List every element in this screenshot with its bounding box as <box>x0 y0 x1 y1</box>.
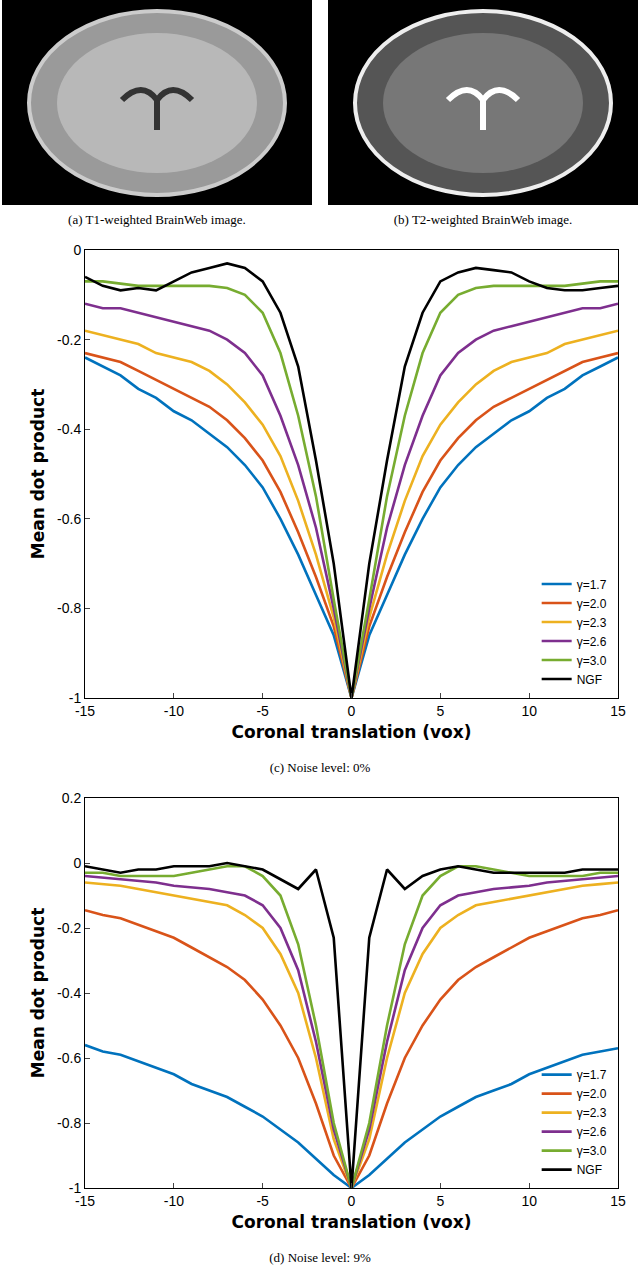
svg-text:γ=1.7: γ=1.7 <box>577 1068 607 1082</box>
svg-text:-0.4: -0.4 <box>57 421 81 437</box>
svg-text:NGF: NGF <box>577 1163 602 1177</box>
svg-text:-15: -15 <box>75 703 95 719</box>
svg-text:γ=2.3: γ=2.3 <box>577 1106 607 1120</box>
svg-text:-0.2: -0.2 <box>57 920 81 936</box>
svg-text:5: 5 <box>436 703 444 719</box>
svg-text:Mean dot product: Mean dot product <box>28 908 48 1079</box>
svg-text:γ=1.7: γ=1.7 <box>577 578 607 592</box>
svg-text:-0.6: -0.6 <box>57 1050 81 1066</box>
svg-text:-0.6: -0.6 <box>57 511 81 527</box>
html-text:(b) T2-weighted BrainWeb image: (b) T2-weighted BrainWeb image. <box>393 212 573 227</box>
svg-text:-5: -5 <box>256 1193 269 1209</box>
svg-text:-0.8: -0.8 <box>57 1115 81 1131</box>
svg-text:γ=3.0: γ=3.0 <box>577 1144 607 1158</box>
svg-text:Coronal translation (vox): Coronal translation (vox) <box>232 1212 472 1232</box>
svg-text:-0.2: -0.2 <box>57 332 81 348</box>
svg-text:-0.8: -0.8 <box>57 600 81 616</box>
svg-text:-1: -1 <box>69 1180 82 1196</box>
svg-text:10: 10 <box>521 703 537 719</box>
svg-text:15: 15 <box>610 1193 626 1209</box>
svg-text:γ=2.0: γ=2.0 <box>577 1087 607 1101</box>
svg-text:-5: -5 <box>256 703 269 719</box>
svg-text:0: 0 <box>73 242 81 258</box>
svg-text:γ=2.3: γ=2.3 <box>577 616 607 630</box>
svg-text:γ=2.0: γ=2.0 <box>577 597 607 611</box>
svg-text:-15: -15 <box>75 1193 95 1209</box>
svg-text:γ=3.0: γ=3.0 <box>577 654 607 668</box>
svg-text:15: 15 <box>610 703 626 719</box>
svg-text:-10: -10 <box>164 703 184 719</box>
svg-text:γ=2.6: γ=2.6 <box>577 635 607 649</box>
svg-text:NGF: NGF <box>577 673 602 687</box>
html-text:(a) T1-weighted BrainWeb image: (a) T1-weighted BrainWeb image. <box>68 212 246 227</box>
svg-text:-0.4: -0.4 <box>57 985 81 1001</box>
svg-text:Coronal translation (vox): Coronal translation (vox) <box>232 722 472 742</box>
svg-text:0.2: 0.2 <box>62 790 82 806</box>
svg-text:Mean dot product: Mean dot product <box>28 389 48 560</box>
svg-text:0: 0 <box>348 703 356 719</box>
html-text:(d) Noise level: 9%: (d) Noise level: 9% <box>269 1250 371 1265</box>
svg-text:0: 0 <box>348 1193 356 1209</box>
svg-text:0: 0 <box>73 855 81 871</box>
svg-text:5: 5 <box>436 1193 444 1209</box>
html-text:(c) Noise level: 0%: (c) Noise level: 0% <box>269 760 371 775</box>
svg-text:-1: -1 <box>69 690 82 706</box>
svg-text:γ=2.6: γ=2.6 <box>577 1125 607 1139</box>
svg-text:-10: -10 <box>164 1193 184 1209</box>
svg-text:10: 10 <box>521 1193 537 1209</box>
